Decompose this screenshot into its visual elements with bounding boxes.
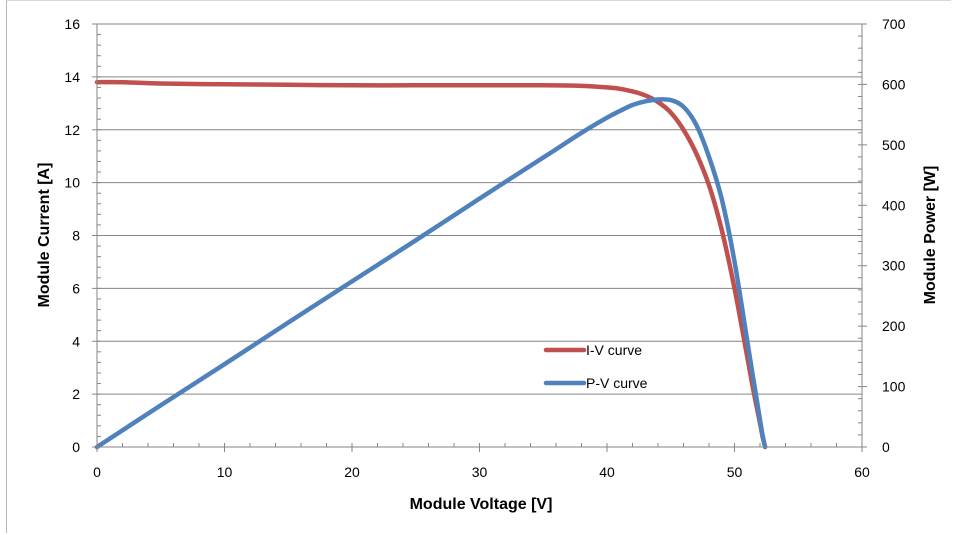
x-tick-label: 60	[854, 464, 870, 480]
y-tick-label: 2	[72, 386, 80, 402]
y-tick-label: 14	[64, 69, 80, 85]
y-tick-label: 16	[64, 16, 80, 32]
y-tick-label: 8	[72, 228, 80, 244]
y-tick-label: 12	[64, 122, 80, 138]
series-layer	[94, 79, 768, 450]
y2-tick-label: 700	[882, 16, 906, 32]
y2-axis-title: Module Power [W]	[922, 166, 939, 305]
y2-tick-label: 300	[882, 258, 906, 274]
x-tick-label: 40	[599, 464, 615, 480]
y-tick-label: 10	[64, 175, 80, 191]
y2-tick-label: 200	[882, 318, 906, 334]
x-tick-label: 20	[344, 464, 360, 480]
y2-tick-label: 400	[882, 197, 906, 213]
gridlines	[97, 23, 862, 395]
chart-frame	[6, 0, 951, 533]
y2-tick-label: 600	[882, 76, 906, 92]
y-tick-label: 4	[72, 333, 80, 349]
x-tick-label: 50	[727, 464, 743, 480]
legend-label-pv: P-V curve	[586, 375, 648, 391]
y2-tick-label: 100	[882, 379, 906, 395]
axes	[96, 24, 863, 448]
y-axis-title: Module Current [A]	[36, 163, 53, 308]
series-line-iv-curve	[94, 79, 768, 450]
x-tick-label: 10	[217, 464, 233, 480]
y2-tick-label: 0	[882, 439, 890, 455]
legend-label-iv: I-V curve	[586, 342, 642, 358]
y-tick-label: 0	[72, 439, 80, 455]
x-axis-title: Module Voltage [V]	[410, 496, 553, 513]
y-tick-label: 6	[72, 280, 80, 296]
legend: I-V curve P-V curve	[543, 342, 648, 391]
x-tick-label: 30	[472, 464, 488, 480]
x-tick-label: 0	[93, 464, 101, 480]
tick-labels: 0 2 4 6 8 10 12 14 16 0 100 200 300 400 500 600 700 0 10 20…	[64, 16, 905, 480]
y2-tick-label: 500	[882, 137, 906, 153]
series-line-pv-curve	[94, 97, 768, 450]
